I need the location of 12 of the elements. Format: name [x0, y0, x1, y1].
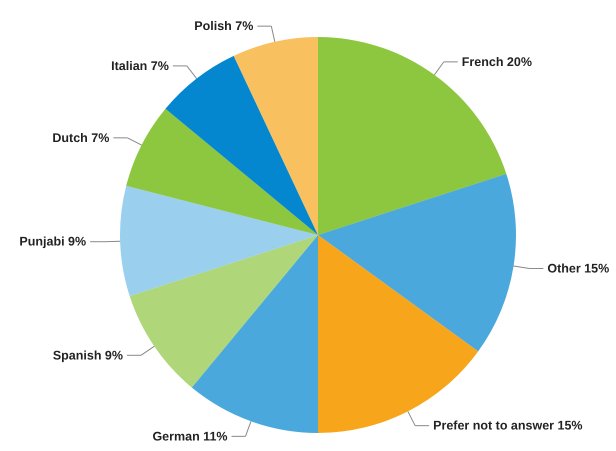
slice-label: French 20%	[462, 54, 532, 69]
pie-slice	[234, 37, 318, 235]
slice-label: Spanish 9%	[52, 348, 124, 362]
slice-label: Other 15%	[547, 261, 610, 276]
pie-slice	[130, 235, 318, 388]
slice-label: Polish 7%	[194, 19, 254, 34]
pie-slice	[120, 186, 318, 296]
slice-label: Punjabi 9%	[19, 234, 86, 249]
slice-label: Italian 7%	[111, 58, 169, 73]
slice-label: Dutch 7%	[52, 130, 110, 145]
slice-label: Prefer not to answer 15%	[433, 418, 583, 433]
slice-label: German 11%	[152, 429, 228, 444]
